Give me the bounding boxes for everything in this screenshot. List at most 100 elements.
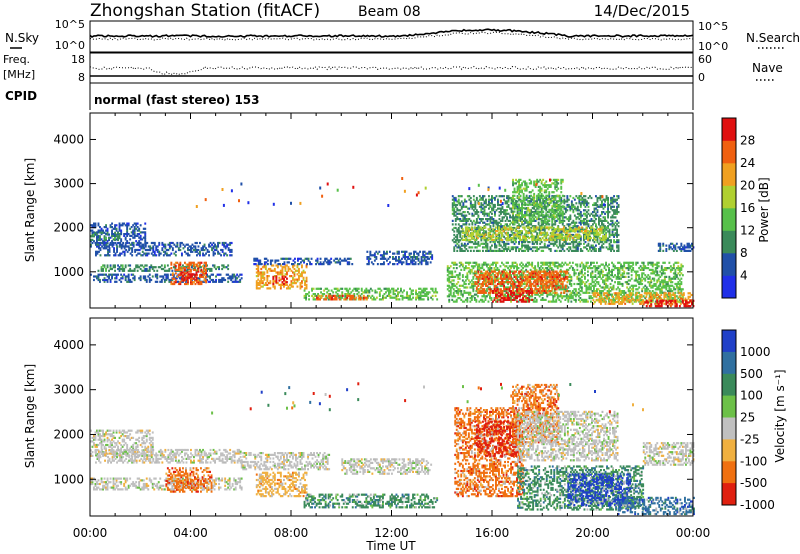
power-cell	[592, 203, 594, 207]
power-cell	[185, 275, 188, 278]
power-cell	[141, 231, 144, 234]
power-cell	[604, 200, 606, 203]
power-cell	[451, 219, 454, 222]
power-cell	[105, 229, 107, 232]
power-cell	[395, 256, 397, 259]
power-cell	[384, 257, 387, 260]
power-cell	[483, 232, 486, 235]
power-cell	[382, 296, 384, 299]
power-cell	[494, 219, 496, 222]
power-cell	[457, 281, 460, 284]
power-cell	[205, 275, 207, 278]
power-cell	[331, 298, 334, 301]
power-cell	[118, 278, 121, 282]
power-cell	[381, 256, 384, 259]
power-cell	[543, 207, 546, 210]
power-cell	[174, 250, 177, 253]
power-cell	[212, 254, 215, 257]
power-cell	[343, 259, 346, 262]
power-cell	[345, 293, 348, 296]
power-cell	[183, 276, 186, 279]
power-cell	[506, 205, 508, 208]
power-cell	[292, 266, 294, 269]
power-cell	[181, 277, 183, 280]
power-cell	[503, 195, 505, 198]
power-cell	[359, 298, 362, 301]
power-cell	[510, 239, 513, 242]
power-cell	[154, 266, 157, 269]
power-cell	[119, 254, 121, 257]
power-cell	[549, 248, 552, 251]
power-cell	[533, 211, 536, 214]
power-cell	[423, 256, 426, 259]
power-cell	[316, 261, 319, 264]
power-cell	[506, 242, 508, 245]
power-cell	[613, 235, 615, 238]
power-cell	[569, 205, 572, 208]
power-cell	[505, 226, 508, 229]
power-cell	[501, 233, 503, 236]
power-cell	[131, 248, 134, 252]
power-cell	[515, 202, 517, 205]
power-cell	[415, 298, 417, 301]
power-cell	[462, 216, 465, 219]
power-cell	[516, 207, 519, 210]
power-cell	[453, 226, 456, 230]
power-cell	[185, 252, 188, 255]
power-cell	[475, 218, 478, 221]
power-cell	[256, 259, 259, 262]
power-cell	[407, 294, 410, 297]
power-cell	[569, 195, 572, 198]
power-cell	[469, 235, 472, 238]
power-cell	[144, 245, 147, 248]
power-cell	[561, 205, 564, 208]
power-cell	[491, 195, 493, 198]
power-cell	[539, 226, 542, 230]
power-cell	[407, 296, 410, 299]
power-cell	[196, 265, 198, 268]
power-cell	[460, 249, 463, 252]
power-cell	[534, 265, 537, 268]
power-cell	[492, 233, 494, 236]
power-cell	[194, 245, 197, 248]
power-cell	[537, 221, 540, 224]
power-cell	[510, 211, 513, 214]
power-cell	[179, 245, 182, 248]
power-cell	[585, 226, 588, 229]
power-cell	[402, 256, 405, 259]
power-cell	[566, 205, 569, 208]
power-cell	[558, 232, 561, 235]
power-cell	[531, 241, 534, 244]
power-cell	[143, 247, 146, 250]
power-cell	[616, 246, 618, 249]
power-cell	[483, 212, 486, 215]
power-cell	[577, 226, 580, 229]
power-cell	[459, 249, 462, 252]
power-cell	[459, 218, 462, 221]
power-cell	[373, 259, 376, 262]
power-cell	[132, 229, 135, 232]
power-cell	[177, 265, 180, 268]
power-cell	[354, 298, 357, 301]
power-cell	[569, 223, 572, 226]
power-cell	[160, 278, 163, 282]
power-cell	[217, 250, 219, 253]
power-cell	[472, 233, 475, 236]
power-cell	[132, 224, 135, 227]
freq-tick-bottom: 8	[78, 71, 85, 84]
power-cell	[459, 202, 462, 205]
power-cell	[295, 278, 297, 281]
power-cell	[575, 202, 578, 205]
power-cell	[206, 248, 209, 252]
power-cell	[610, 205, 612, 208]
power-cell	[413, 252, 415, 255]
power-cell	[410, 291, 413, 294]
power-cell	[307, 259, 310, 262]
nave-tick-bottom: 0	[698, 71, 705, 84]
power-cell	[560, 232, 563, 235]
power-cell	[345, 289, 348, 292]
power-cell	[482, 232, 484, 235]
power-cell	[498, 226, 500, 229]
power-cell	[356, 289, 359, 292]
